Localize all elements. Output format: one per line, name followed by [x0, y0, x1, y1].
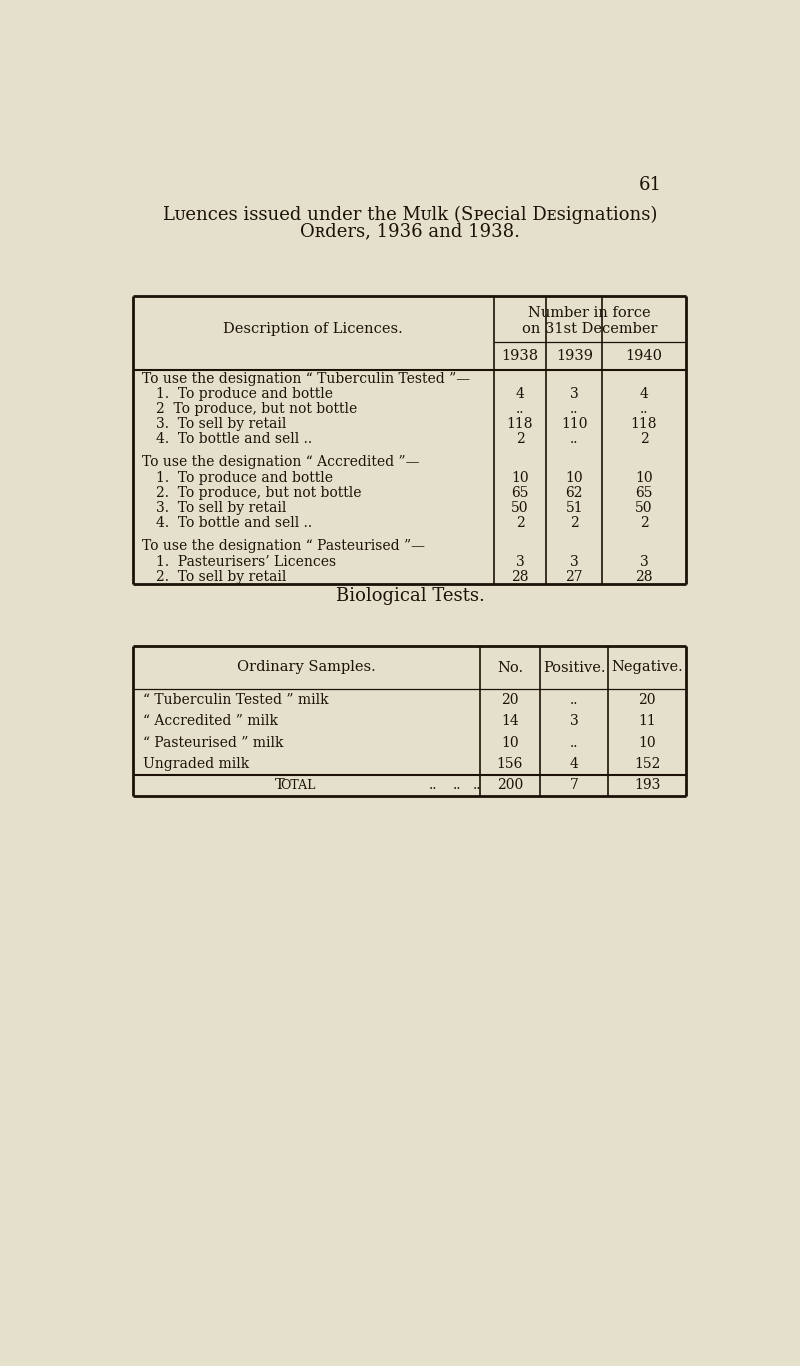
Text: 20: 20: [638, 693, 656, 706]
Text: Negative.: Negative.: [611, 661, 683, 675]
Text: 4: 4: [516, 387, 525, 402]
Text: 3: 3: [570, 555, 578, 568]
Text: 1.  To produce and bottle: 1. To produce and bottle: [156, 471, 333, 485]
Text: Description of Licences.: Description of Licences.: [223, 322, 403, 336]
Text: ..: ..: [452, 779, 461, 792]
Text: 2: 2: [640, 432, 649, 447]
Text: Positive.: Positive.: [543, 661, 606, 675]
Text: 2: 2: [570, 516, 578, 530]
Text: 3.  To sell by retail: 3. To sell by retail: [156, 417, 286, 432]
Text: 2.  To produce, but not bottle: 2. To produce, but not bottle: [156, 486, 362, 500]
Text: T: T: [275, 779, 285, 792]
Text: 27: 27: [566, 570, 583, 583]
Text: 2: 2: [516, 516, 525, 530]
Text: 2: 2: [640, 516, 649, 530]
Text: 10: 10: [501, 735, 518, 750]
Text: 28: 28: [635, 570, 653, 583]
Text: 51: 51: [566, 501, 583, 515]
Text: 156: 156: [497, 757, 523, 770]
Text: 1.  To produce and bottle: 1. To produce and bottle: [156, 387, 333, 402]
Text: 3: 3: [640, 555, 649, 568]
Text: Number in force: Number in force: [529, 306, 651, 320]
Text: 118: 118: [507, 417, 534, 432]
Text: 10: 10: [566, 471, 583, 485]
Text: 118: 118: [631, 417, 658, 432]
Text: 20: 20: [502, 693, 518, 706]
Text: 4: 4: [570, 757, 578, 770]
Text: 50: 50: [511, 501, 529, 515]
Text: ..: ..: [570, 693, 578, 706]
Text: 65: 65: [635, 486, 653, 500]
Text: Ungraded milk: Ungraded milk: [143, 757, 250, 770]
Text: 1.  Pasteurisers’ Licences: 1. Pasteurisers’ Licences: [156, 555, 336, 568]
Text: 3: 3: [570, 714, 578, 728]
Text: ..: ..: [570, 432, 578, 447]
Text: 10: 10: [635, 471, 653, 485]
Text: 152: 152: [634, 757, 660, 770]
Text: Ordinary Samples.: Ordinary Samples.: [237, 661, 375, 675]
Text: 10: 10: [638, 735, 656, 750]
Text: 193: 193: [634, 779, 660, 792]
Text: 61: 61: [638, 176, 662, 194]
Text: To use the designation “ Accredited ”—: To use the designation “ Accredited ”—: [142, 455, 419, 470]
Text: 10: 10: [511, 471, 529, 485]
Text: 11: 11: [638, 714, 656, 728]
Text: Oʀders, 1936 and 1938.: Oʀders, 1936 and 1938.: [300, 223, 520, 240]
Text: 4: 4: [640, 387, 649, 402]
Text: 3.  To sell by retail: 3. To sell by retail: [156, 501, 286, 515]
Text: 62: 62: [566, 486, 583, 500]
Text: No.: No.: [497, 661, 523, 675]
Text: “ Tuberculin Tested ” milk: “ Tuberculin Tested ” milk: [143, 693, 329, 706]
Text: 3: 3: [570, 387, 578, 402]
Text: To use the designation “ Tuberculin Tested ”—: To use the designation “ Tuberculin Test…: [142, 372, 470, 385]
Text: 1939: 1939: [556, 348, 593, 362]
Text: 3: 3: [516, 555, 525, 568]
Text: 1940: 1940: [626, 348, 662, 362]
Text: ..: ..: [640, 402, 648, 417]
Text: “ Accredited ” milk: “ Accredited ” milk: [143, 714, 278, 728]
Text: OTAL: OTAL: [281, 779, 316, 792]
Text: on 31st December: on 31st December: [522, 322, 658, 336]
Text: ..: ..: [570, 402, 578, 417]
Text: ..: ..: [429, 779, 438, 792]
Text: 7: 7: [570, 779, 578, 792]
Text: 110: 110: [561, 417, 587, 432]
Text: 1938: 1938: [502, 348, 538, 362]
Text: 65: 65: [511, 486, 529, 500]
Text: To use the designation “ Pasteurised ”—: To use the designation “ Pasteurised ”—: [142, 540, 425, 553]
Text: 4.  To bottle and sell ..: 4. To bottle and sell ..: [156, 432, 312, 447]
Text: 4.  To bottle and sell ..: 4. To bottle and sell ..: [156, 516, 312, 530]
Text: 200: 200: [497, 779, 523, 792]
Text: 50: 50: [635, 501, 653, 515]
Text: ..: ..: [472, 779, 481, 792]
Text: 14: 14: [501, 714, 519, 728]
Text: Lᴜences issued under the Mᴜlk (Sᴘecial Dᴇsignations): Lᴜences issued under the Mᴜlk (Sᴘecial D…: [163, 206, 657, 224]
Text: 2: 2: [516, 432, 525, 447]
Text: “ Pasteurised ” milk: “ Pasteurised ” milk: [143, 735, 284, 750]
Text: Biological Tests.: Biological Tests.: [335, 587, 485, 605]
Text: 2  To produce, but not bottle: 2 To produce, but not bottle: [156, 402, 357, 417]
Text: 2.  To sell by retail: 2. To sell by retail: [156, 570, 286, 583]
Text: 28: 28: [511, 570, 529, 583]
Text: ..: ..: [516, 402, 524, 417]
Text: ..: ..: [570, 735, 578, 750]
